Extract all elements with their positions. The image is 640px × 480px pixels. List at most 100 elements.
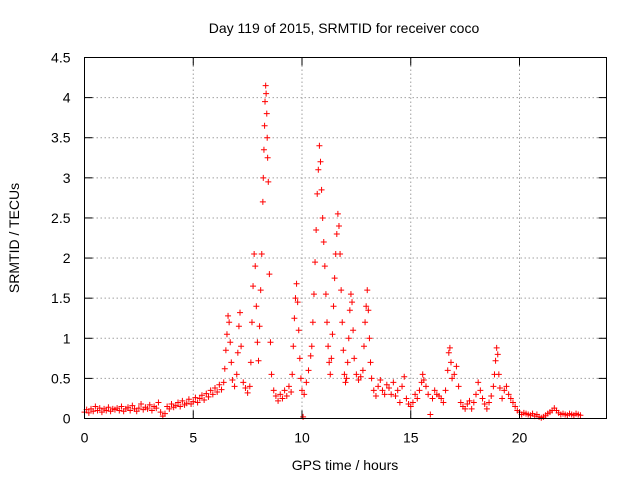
data-point xyxy=(201,397,208,404)
data-point xyxy=(314,190,321,197)
data-point xyxy=(381,391,388,398)
data-point xyxy=(207,387,214,394)
data-point xyxy=(444,367,451,374)
data-point xyxy=(247,359,254,366)
data-point xyxy=(322,291,329,298)
data-point xyxy=(135,405,142,412)
axis-ticks: 0 0.5 1 1.5 2 2.5 3 3.5 4 4.5 0 5 10 15 20 xyxy=(51,50,607,446)
data-point xyxy=(257,287,264,294)
data-point xyxy=(419,371,426,378)
chart-title: Day 119 of 2015, SRMTID for receiver coc… xyxy=(209,20,480,36)
y-tick-label: 0 xyxy=(63,411,71,427)
data-point xyxy=(492,357,499,364)
data-point xyxy=(414,395,421,402)
data-point xyxy=(390,379,397,386)
data-point xyxy=(301,391,308,398)
data-point xyxy=(383,381,390,388)
data-point xyxy=(248,319,255,326)
data-point xyxy=(455,383,462,390)
data-point xyxy=(267,339,274,346)
data-point xyxy=(394,387,401,394)
data-point xyxy=(334,210,341,217)
data-point xyxy=(370,387,377,394)
data-point xyxy=(223,331,230,338)
data-point xyxy=(321,263,328,270)
data-point xyxy=(431,387,438,394)
data-point xyxy=(292,295,299,302)
y-axis-label: SRMTID / TECUs xyxy=(6,183,22,293)
y-tick-label: 1.5 xyxy=(51,290,71,306)
data-point xyxy=(365,307,372,314)
data-point xyxy=(505,391,512,398)
data-point xyxy=(466,397,473,404)
data-point xyxy=(364,287,371,294)
y-tick-label: 1 xyxy=(63,330,71,346)
data-point xyxy=(264,134,271,141)
data-point xyxy=(275,397,282,404)
data-point xyxy=(222,347,229,354)
data-points xyxy=(81,82,584,421)
data-point xyxy=(262,98,269,105)
data-point xyxy=(133,408,140,415)
data-point xyxy=(420,376,427,383)
data-point xyxy=(501,387,508,394)
data-point xyxy=(157,409,164,416)
y-tick-label: 4 xyxy=(63,90,71,106)
data-point xyxy=(308,343,315,350)
data-point xyxy=(144,405,151,412)
data-point xyxy=(362,319,369,326)
data-point xyxy=(260,174,267,181)
data-point xyxy=(251,251,258,258)
data-point xyxy=(345,335,352,342)
y-tick-label: 2.5 xyxy=(51,210,71,226)
x-tick-label: 15 xyxy=(403,430,419,446)
data-point xyxy=(503,383,510,390)
y-tick-label: 2 xyxy=(63,250,71,266)
data-point xyxy=(105,404,112,411)
data-point xyxy=(203,390,210,397)
data-point xyxy=(442,387,449,394)
data-point xyxy=(496,385,503,392)
data-point xyxy=(218,386,225,393)
data-point xyxy=(353,371,360,378)
data-point xyxy=(350,327,357,334)
data-point xyxy=(316,142,323,149)
data-point xyxy=(295,327,302,334)
data-point xyxy=(339,319,346,326)
data-point xyxy=(179,397,186,404)
data-point xyxy=(349,299,356,306)
data-point xyxy=(291,315,298,322)
data-point xyxy=(319,214,326,221)
data-point xyxy=(244,389,251,396)
data-point xyxy=(509,399,516,406)
data-point xyxy=(507,395,514,402)
x-tick-label: 0 xyxy=(81,430,89,446)
data-point xyxy=(293,280,300,287)
data-point xyxy=(214,389,221,396)
data-point xyxy=(305,367,312,374)
y-tick-label: 3.5 xyxy=(51,130,71,146)
data-point xyxy=(324,319,331,326)
data-point xyxy=(290,343,297,350)
data-point xyxy=(453,363,460,370)
data-point xyxy=(252,263,259,270)
data-point xyxy=(375,383,382,390)
data-point xyxy=(470,399,477,406)
data-point xyxy=(481,401,488,408)
data-point xyxy=(294,299,301,306)
data-point xyxy=(355,376,362,383)
data-point xyxy=(229,376,236,383)
data-point xyxy=(368,375,375,382)
data-point xyxy=(488,393,495,400)
data-point xyxy=(367,359,374,366)
data-point xyxy=(231,383,238,390)
data-point xyxy=(379,387,386,394)
data-point xyxy=(242,385,249,392)
data-point xyxy=(212,385,218,392)
data-point xyxy=(299,387,305,394)
data-point xyxy=(259,198,266,205)
data-point xyxy=(288,389,295,396)
data-point xyxy=(127,407,134,414)
data-point xyxy=(296,355,303,362)
data-point xyxy=(233,371,240,378)
